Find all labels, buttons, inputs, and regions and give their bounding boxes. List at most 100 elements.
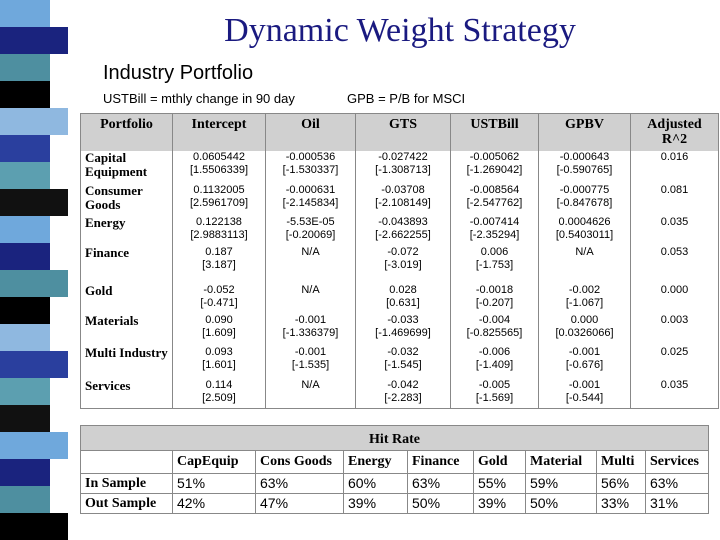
cell-line: [-1.535] <box>291 358 330 371</box>
cell: 0.003 <box>630 313 719 346</box>
title-row: Hit Rate <box>79 425 710 451</box>
cell-line: [2.5961709] <box>189 196 249 209</box>
row-label: In Sample <box>80 473 173 494</box>
cell: 0.090 [1.609] <box>172 313 266 346</box>
cell-line: 0.000 <box>660 283 689 296</box>
cell: -0.001 [-0.544] <box>538 378 631 409</box>
cell-line: 0.114 <box>205 378 233 391</box>
stripe-block <box>0 486 50 513</box>
header-cell: Multi <box>596 450 646 474</box>
stripe-block <box>0 297 50 324</box>
cell-line: [-2.108149] <box>375 196 431 209</box>
cell-line: [-0.847678] <box>556 196 613 209</box>
cell-line: [-0.207] <box>475 296 514 309</box>
cell-line: -0.001 <box>294 313 327 326</box>
cell-line: [-2.145834] <box>282 196 339 209</box>
cell: 0.114 [2.509] <box>172 378 266 409</box>
cell: 59% <box>525 473 597 494</box>
stripe-block <box>0 162 50 189</box>
cell-line: [-1.067] <box>565 296 604 309</box>
row-label: Services <box>80 378 173 409</box>
cell-line: 0.003 <box>660 313 689 326</box>
cell: 0.006 [-1.753] <box>450 245 539 284</box>
cell: -0.042 [-2.283] <box>355 378 451 409</box>
cell-line: -5.53E-05 <box>286 215 335 228</box>
header-cell: Adjusted R^2 <box>630 113 719 151</box>
cell: 51% <box>172 473 256 494</box>
regression-table: Portfolio Intercept Oil GTS USTBill GPBV Adjus… <box>80 113 719 409</box>
cell: 50% <box>407 493 474 514</box>
header-cell: Gold <box>473 450 526 474</box>
cell: -0.006 [-1.409] <box>450 345 539 379</box>
cell: 0.028 [0.631] <box>355 283 451 314</box>
row-label: Finance <box>80 245 173 284</box>
cell-line: [-0.471] <box>200 296 238 309</box>
data-row: Services 0.114 [2.509] N/A -0.042 [-2.283] -0.… <box>80 378 719 409</box>
cell-line: -0.007414 <box>469 215 520 228</box>
data-row: Multi Industry 0.093 [1.601] -0.001 [-1.535]… <box>80 345 719 379</box>
data-row: Consumer Goods 0.1132005 [2.5961709] -0.000… <box>80 183 719 216</box>
cell-line: -0.000775 <box>559 183 610 196</box>
cell: -0.001 [-0.676] <box>538 345 631 379</box>
cell: 0.093 [1.601] <box>172 345 266 379</box>
stripe-block <box>0 243 50 270</box>
cell: 50% <box>525 493 597 514</box>
cell-line: 0.090 <box>205 313 233 326</box>
cell-line: -0.001 <box>294 345 327 358</box>
cell: -0.002 [-1.067] <box>538 283 631 314</box>
header-cell: Energy <box>343 450 408 474</box>
cell-line: [2.509] <box>202 391 236 404</box>
cell: -0.043893 [-2.662255] <box>355 215 451 246</box>
cell-line: 0.016 <box>660 150 689 163</box>
header-cell: GTS <box>355 113 451 151</box>
header-cell: CapEquip <box>172 450 256 474</box>
cell: 33% <box>596 493 646 514</box>
cell: -0.001 [-1.336379] <box>265 313 356 346</box>
stripe-block <box>0 459 50 486</box>
cell-line: [-3.019] <box>384 258 422 271</box>
cell-line: -0.005062 <box>469 150 520 163</box>
stripe-block <box>0 216 50 243</box>
data-row: Materials 0.090 [1.609] -0.001 [-1.336379] -0… <box>80 313 719 346</box>
stripe-block <box>0 270 68 297</box>
data-row: In Sample 51% 63% 60% 63% 55% 59% 56% 63% <box>80 473 710 494</box>
cell-line: [-1.753] <box>475 258 514 271</box>
header-cell: Material <box>525 450 597 474</box>
header-row: Portfolio Intercept Oil GTS USTBill GPBV Adjus… <box>80 113 719 151</box>
cell: -0.008564 [-2.547762] <box>450 183 539 216</box>
title: Dynamic Weight Strategy <box>224 12 576 49</box>
hit-rate-table: Hit Rate CapEquip Cons Goods Energy Finance G… <box>79 425 710 514</box>
cell-line: -0.033 <box>387 313 419 326</box>
cell: N/A <box>538 245 631 284</box>
cell: 0.025 <box>630 345 719 379</box>
header-cell: Portfolio <box>80 113 173 151</box>
cell-line: 0.028 <box>389 283 417 296</box>
stripe-block <box>0 378 50 405</box>
stripe-block <box>0 27 68 54</box>
cell: 56% <box>596 473 646 494</box>
cell-line: 0.1132005 <box>193 183 245 196</box>
header-cell: USTBill <box>450 113 539 151</box>
cell: 0.1132005 [2.5961709] <box>172 183 266 216</box>
cell: -0.007414 [-2.35294] <box>450 215 539 246</box>
stripe-block <box>0 432 68 459</box>
header-row: CapEquip Cons Goods Energy Finance Gold Mater… <box>80 450 710 474</box>
cell: 63% <box>644 473 710 494</box>
cell: 0.000 <box>630 283 719 314</box>
cell-line: [-0.590765] <box>556 163 613 176</box>
cell-line: 0.025 <box>660 345 689 358</box>
cell: 63% <box>407 473 474 494</box>
cell: -0.032 [-1.545] <box>355 345 451 379</box>
cell: 63% <box>255 473 344 494</box>
table-title: Hit Rate <box>79 425 710 451</box>
cell: -0.0018 [-0.207] <box>450 283 539 314</box>
cell-line: -0.002 <box>568 283 601 296</box>
row-label: Gold <box>80 283 173 314</box>
cell-line: [0.631] <box>386 296 420 309</box>
cell: 55% <box>473 473 526 494</box>
cell-line: [-0.825565] <box>466 326 523 339</box>
cell: 0.035 <box>630 378 719 409</box>
cell-line: 0.122138 <box>196 215 242 228</box>
cell: 0.035 <box>630 215 719 246</box>
